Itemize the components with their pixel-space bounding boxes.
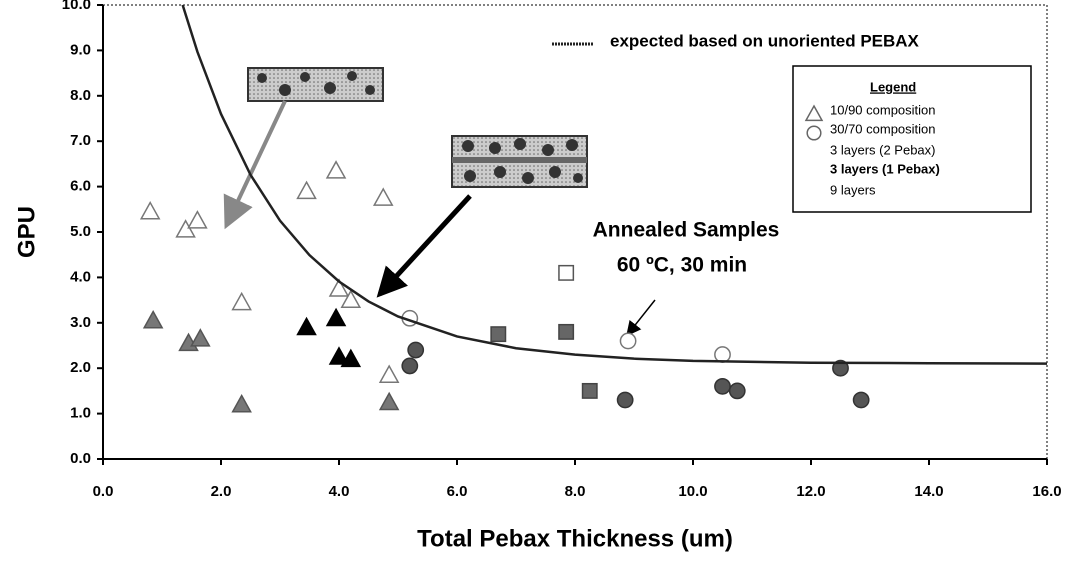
point: [490, 326, 507, 343]
y-tick-label: 8.0: [70, 87, 91, 104]
y-tick-label: 5.0: [70, 223, 91, 240]
y-axis-title: GPU: [13, 206, 40, 258]
y-tick-label: 6.0: [70, 178, 91, 195]
point: [372, 187, 394, 206]
point: [581, 382, 598, 399]
point: [401, 357, 419, 375]
point: [139, 201, 161, 220]
point: [852, 391, 870, 409]
arrow: [376, 194, 472, 298]
point: [340, 348, 362, 368]
point: [187, 210, 208, 229]
legend-marker: [804, 104, 824, 122]
point: [296, 316, 317, 336]
y-tick-label: 4.0: [70, 268, 91, 285]
point: [378, 364, 400, 383]
point: [296, 180, 317, 200]
x-tick-label: 12.0: [796, 483, 825, 500]
point: [558, 264, 575, 281]
x-tick-label: 0.0: [93, 483, 114, 500]
point: [325, 160, 347, 179]
point: [231, 291, 252, 311]
point: [378, 391, 400, 411]
arrow: [626, 299, 656, 337]
y-tick-label: 0.0: [70, 450, 91, 467]
legend-label: expected based on unoriented PEBAX: [610, 31, 920, 50]
point: [175, 219, 196, 238]
y-tick-label: 2.0: [70, 359, 91, 376]
legend-label: 10/90 composition: [830, 102, 936, 117]
x-tick-label: 6.0: [447, 483, 468, 500]
x-tick-label: 2.0: [211, 483, 232, 500]
y-tick-label: 3.0: [70, 314, 91, 331]
point: [190, 328, 211, 347]
point: [325, 307, 347, 327]
legend-label: 3 layers (2 Pebax): [830, 142, 936, 157]
y-tick-label: 10.0: [62, 0, 91, 13]
point: [340, 289, 362, 309]
point: [832, 359, 849, 377]
y-tick-label: 1.0: [70, 405, 91, 422]
point: [142, 309, 164, 329]
point: [558, 323, 575, 340]
legend-label: 30/70 composition: [830, 121, 936, 136]
x-axis-title: Total Pebax Thickness (um): [417, 525, 733, 552]
annotation: Annealed Samples: [593, 219, 780, 242]
legend-title: Legend: [870, 79, 916, 94]
expected-curve: [181, 4, 1048, 365]
y-tick-label: 7.0: [70, 132, 91, 149]
point: [714, 377, 731, 395]
x-tick-label: 8.0: [565, 483, 586, 500]
schematic-1pebax: [451, 135, 588, 188]
point: [231, 393, 252, 413]
x-tick-label: 10.0: [678, 483, 707, 500]
point: [619, 332, 637, 350]
point: [728, 382, 746, 400]
point: [616, 391, 634, 409]
x-tick-label: 4.0: [329, 483, 350, 500]
point: [714, 346, 731, 363]
x-tick-label: 16.0: [1032, 483, 1061, 500]
legend-marker: [806, 125, 822, 141]
point: [328, 278, 350, 297]
arrow: [223, 100, 287, 230]
legend-box: [792, 65, 1032, 213]
y-tick-label: 9.0: [70, 41, 91, 58]
point: [407, 341, 425, 359]
legend-label: 9 layers: [830, 182, 876, 197]
legend-label: 3 layers (1 Pebax): [830, 161, 940, 176]
schematic-2pebax: [247, 67, 384, 102]
annotation: 60 ºC, 30 min: [617, 254, 747, 277]
point: [328, 346, 350, 365]
x-tick-label: 14.0: [914, 483, 943, 500]
